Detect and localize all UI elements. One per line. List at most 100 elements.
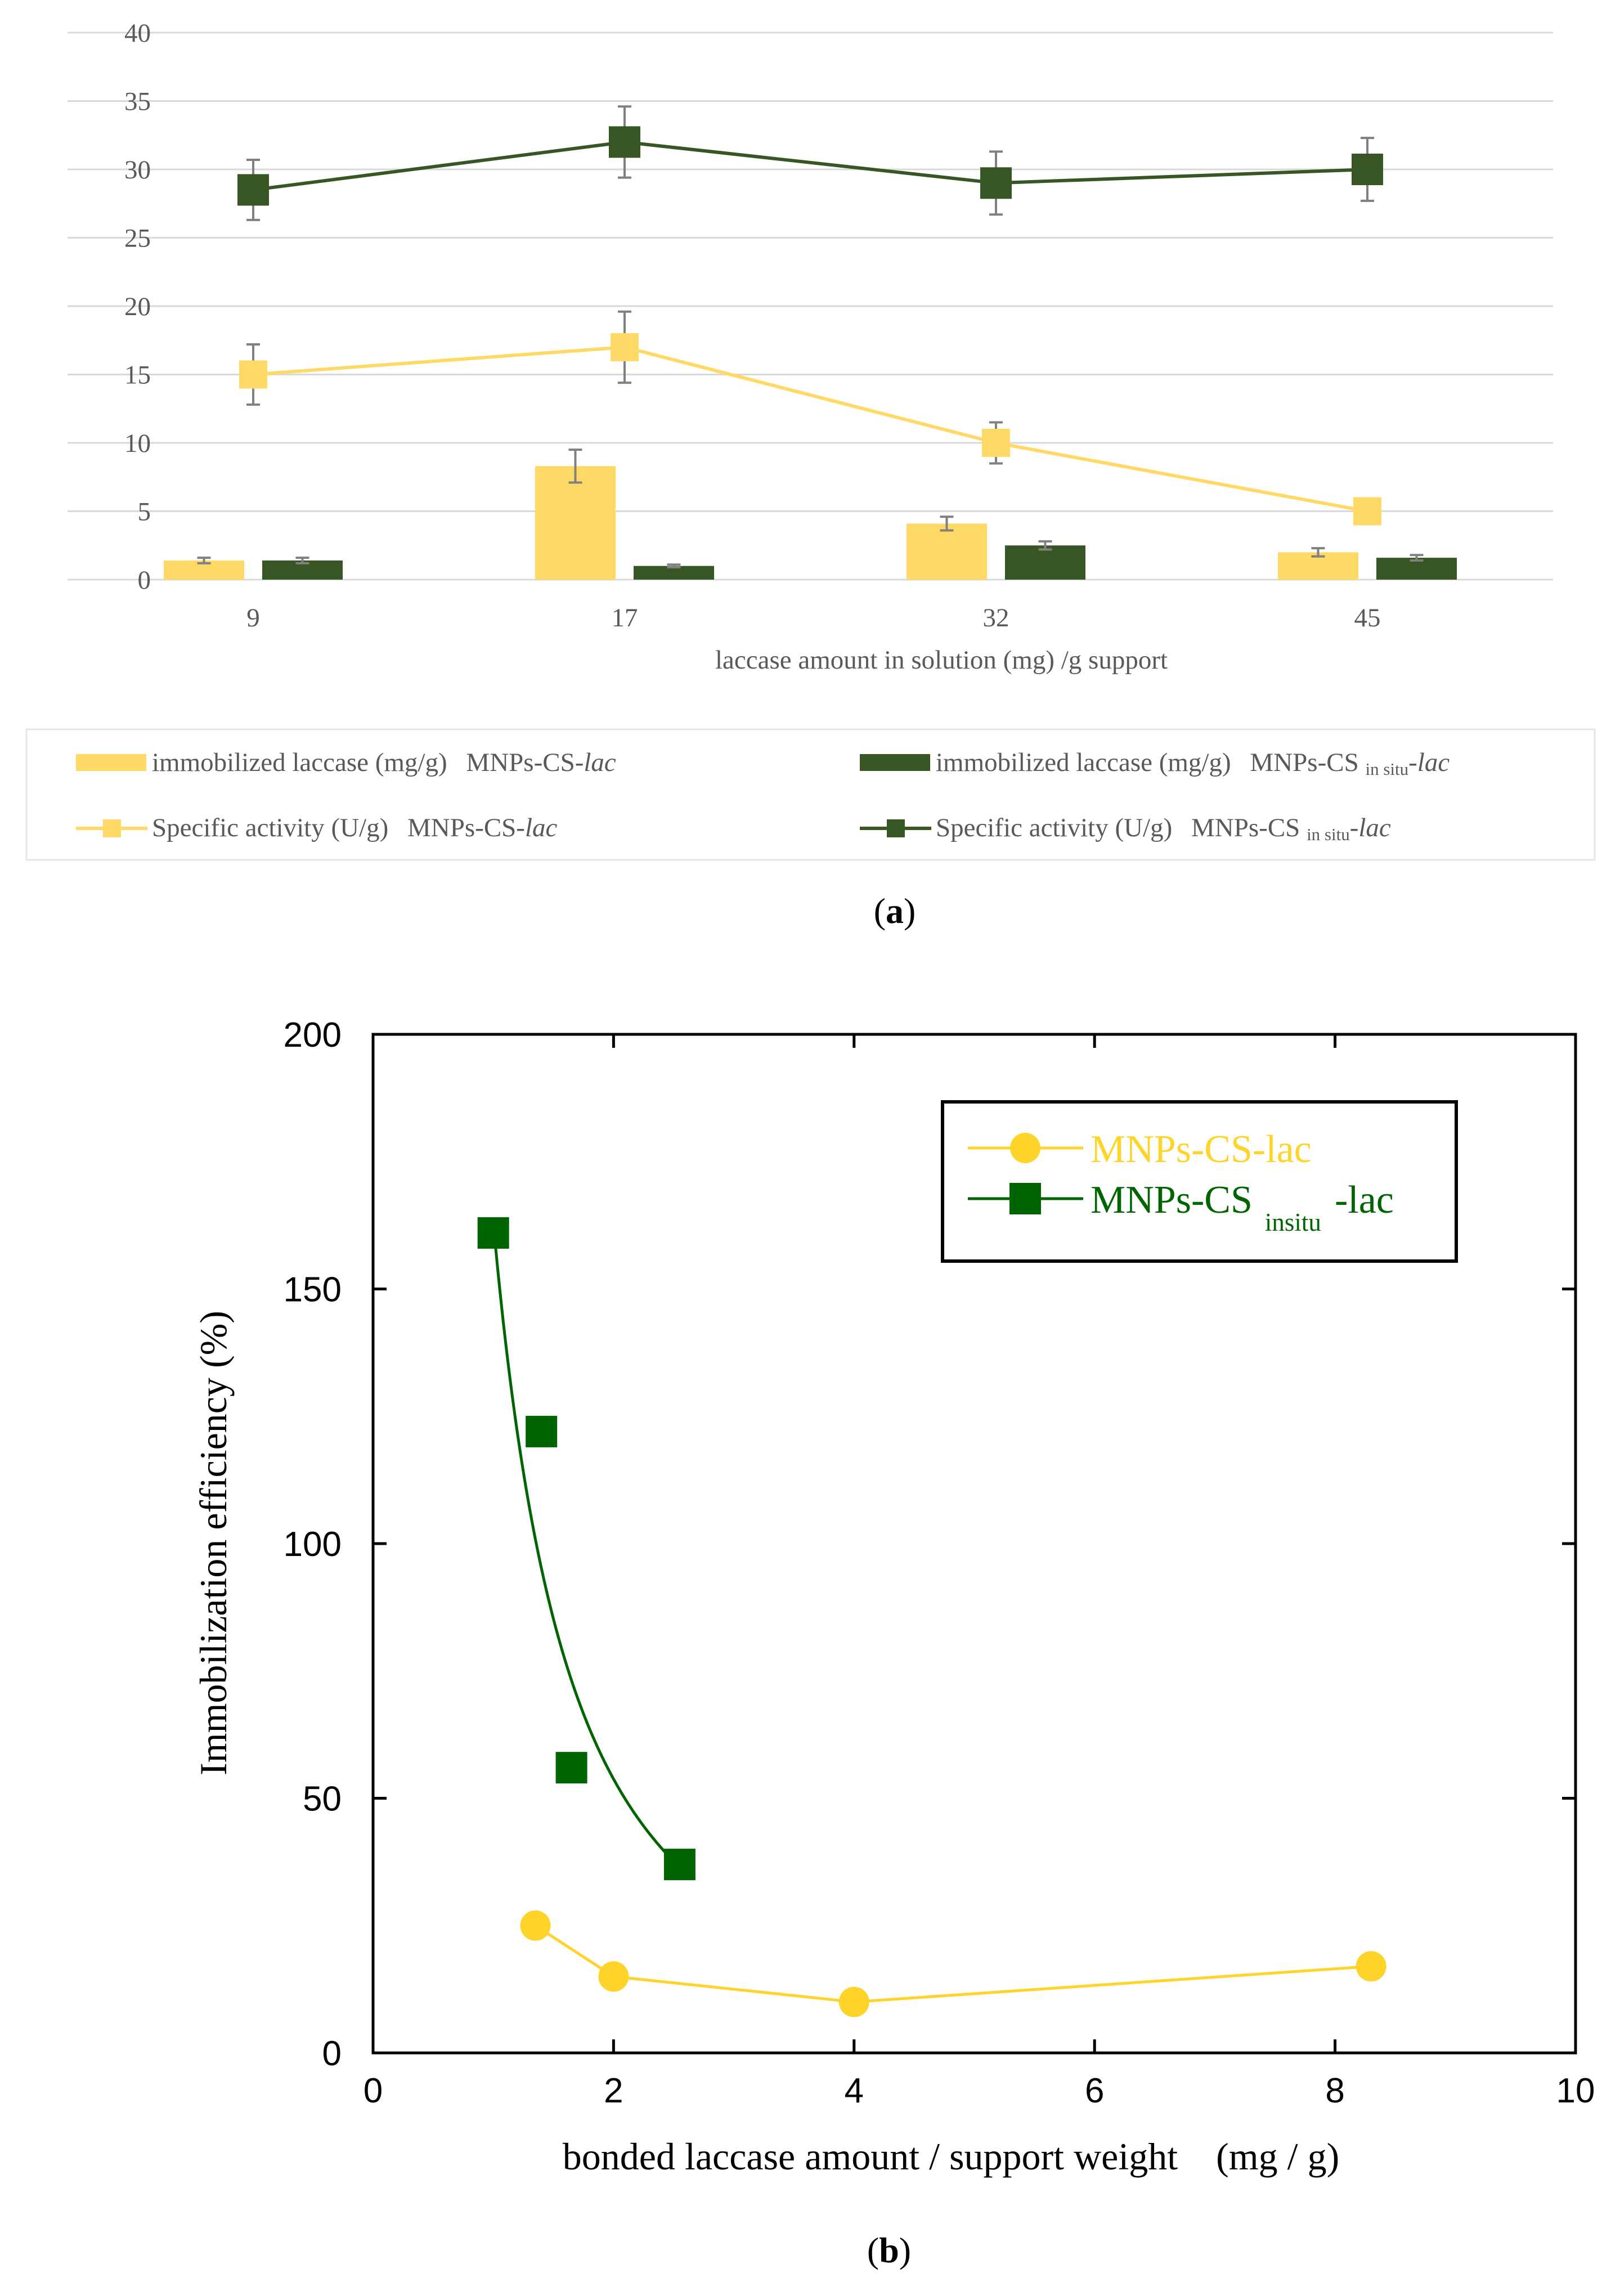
errorbar-bar-0-3 (1311, 547, 1325, 558)
line-specific-activity-mnps-cs-insitu-lac (253, 140, 1368, 192)
bar-mnps-cs-lac-17 (535, 466, 616, 580)
marker-mnps-cs-lac-45 (1353, 497, 1381, 526)
chart-b-y-axis-title: Immobilization efficiency (%) (192, 1311, 235, 1775)
x-tick-label-9: 9 (246, 603, 260, 633)
bar-mnps-cs-lac-32 (907, 523, 987, 580)
y-tick-label-150: 150 (284, 1271, 342, 1310)
chart-a-x-tick-labels: 9 17 32 45 (246, 603, 1380, 633)
marker-mnps-cs-insitu-lac-45 (1352, 154, 1383, 185)
x-tick-label-45: 45 (1354, 603, 1381, 633)
y-tick-label-100: 100 (284, 1525, 342, 1564)
point-mnps-cs-lac-1 (598, 1961, 629, 1992)
legend-item-bar-mnps-cs-lac: immobilized laccase (mg/g) MNPs-CS-lac (76, 748, 616, 777)
legend-label-suffix: -lac (1335, 1178, 1394, 1222)
chart-b-series (477, 1217, 1386, 2017)
x-tick-label-32: 32 (983, 603, 1009, 633)
chart-a-y-tick-labels: 0 5 10 15 20 25 30 35 40 (124, 19, 151, 595)
chart-a-x-axis-title: laccase amount in solution (mg) /g suppo… (715, 645, 1168, 675)
legend-label-sample: MNPs-CS- (407, 813, 525, 842)
point-mnps-cs-lac-2 (838, 1986, 869, 2017)
marker-mnps-cs-lac-17 (611, 333, 639, 361)
caption-a-letter: a (886, 891, 904, 931)
x-tick-label-0: 0 (364, 2071, 383, 2110)
x-tick-label-6: 6 (1085, 2071, 1104, 2110)
legend-item-mnps-cs-insitu-lac: MNPs-CS insitu -lac (968, 1178, 1394, 1236)
chart-a-lines (237, 105, 1383, 526)
x-tick-label-17: 17 (612, 603, 638, 633)
y-tick-label-10: 10 (124, 429, 151, 458)
legend-swatch-bar-yellow (76, 754, 146, 771)
line-specific-activity-mnps-cs-lac (253, 345, 1368, 513)
chart-b-ticks (371, 1033, 1577, 2055)
legend-label-sample: MNPs-CS (1250, 748, 1365, 777)
x-tick-label-2: 2 (604, 2071, 623, 2110)
y-tick-label-30: 30 (124, 155, 151, 185)
legend-label-main: Specific activity (U/g) (936, 813, 1172, 842)
errorbar-bar-1-3 (1410, 554, 1424, 562)
y-tick-label-200: 200 (284, 1016, 342, 1055)
legend-label-sub: in situ (1365, 759, 1408, 779)
marker-mnps-cs-lac-9 (239, 360, 267, 389)
legend-label-sample: MNPs-CS- (466, 748, 584, 777)
legend-label-sub: in situ (1307, 824, 1350, 844)
svg-text:immobilized laccase (mg/g): immobilized laccase (mg/g) MNPs-CS in si… (936, 748, 1450, 779)
caption-a: (a) (874, 891, 916, 931)
x-tick-label-10: 10 (1556, 2071, 1595, 2110)
legend-label-italic: lac (1417, 748, 1450, 777)
legend-item-mnps-cs-lac: MNPs-CS-lac (968, 1128, 1312, 1171)
legend-marker-green-square (1009, 1183, 1041, 1214)
legend-label-mnps-cs-lac: MNPs-CS-lac (1091, 1128, 1312, 1171)
y-tick-label-25: 25 (124, 224, 151, 253)
x-tick-label-8: 8 (1325, 2071, 1344, 2110)
errorbar-bar-0-1 (568, 449, 582, 484)
y-tick-label-40: 40 (124, 19, 151, 48)
y-tick-label-20: 20 (124, 292, 151, 321)
chart-b: 0 50 100 150 200 0 2 4 6 8 10 Immobilization effi… (192, 1016, 1595, 2270)
legend-label-sub: insitu (1265, 1208, 1321, 1236)
caption-b-letter: b (879, 2230, 899, 2270)
caption-b: (b) (867, 2230, 911, 2270)
point-mnps-cs-insitu-lac-3 (663, 1849, 695, 1881)
chart-b-x-axis-title: bonded laccase amount / support weight (… (563, 2135, 1339, 2178)
legend-label-italic: lac (584, 748, 616, 777)
chart-a-legend-box (25, 728, 1596, 861)
legend-label-main: immobilized laccase (mg/g) (936, 748, 1231, 777)
chart-b-legend-box (941, 1100, 1458, 1263)
legend-label-italic: lac (525, 813, 558, 842)
legend-marker-yellow-square (103, 819, 121, 837)
legend-label-italic: lac (1358, 813, 1391, 842)
marker-mnps-cs-insitu-lac-17 (609, 126, 640, 158)
chart-a-bars (164, 449, 1457, 580)
svg-text:Specific activity (U/g): Specific activity (U/g) MNPs-CS-lac (152, 813, 558, 842)
legend-label-sample: MNPs-CS (1191, 813, 1307, 842)
legend-swatch-bar-green (860, 754, 930, 771)
chart-b-x-tick-labels: 0 2 4 6 8 10 (364, 2071, 1595, 2110)
errorbar-bar-0-2 (940, 515, 954, 532)
legend-item-bar-mnps-cs-insitu-lac: immobilized laccase (mg/g) MNPs-CS in si… (860, 748, 1450, 779)
legend-marker-yellow-circle (1010, 1133, 1040, 1163)
legend-label-main: immobilized laccase (mg/g) (152, 748, 447, 777)
marker-mnps-cs-lac-32 (982, 429, 1010, 457)
point-mnps-cs-insitu-lac-1 (526, 1415, 558, 1447)
x-tick-label-4: 4 (845, 2071, 864, 2110)
marker-mnps-cs-insitu-lac-9 (237, 174, 269, 206)
y-tick-label-15: 15 (124, 361, 151, 390)
legend-label-main: Specific activity (U/g) (152, 813, 388, 842)
chart-a-gridlines (68, 32, 1553, 581)
y-tick-label-50: 50 (303, 1780, 342, 1819)
line-mnps-cs-lac (535, 1924, 1371, 2004)
chart-b-y-tick-labels: 0 50 100 150 200 (284, 1016, 342, 2073)
errorbar-bar-1-0 (295, 557, 309, 564)
y-tick-label-0: 0 (322, 2034, 342, 2073)
legend-marker-green-square (887, 819, 905, 837)
point-mnps-cs-lac-3 (1356, 1951, 1386, 1982)
legend-item-line-mnps-cs-insitu-lac: Specific activity (U/g) MNPs-CS in situ-… (860, 813, 1391, 844)
chart-a: 0 5 10 15 20 25 30 35 40 9 17 32 45 laccase amount … (25, 19, 1596, 931)
y-tick-label-35: 35 (124, 87, 151, 116)
errorbar-bar-0-0 (197, 557, 211, 564)
y-tick-label-5: 5 (138, 497, 151, 527)
fit-curve-mnps-cs-insitu-lac (492, 1222, 687, 1875)
legend-label-main: MNPs-CS (1091, 1178, 1253, 1222)
marker-mnps-cs-insitu-lac-32 (980, 167, 1012, 199)
